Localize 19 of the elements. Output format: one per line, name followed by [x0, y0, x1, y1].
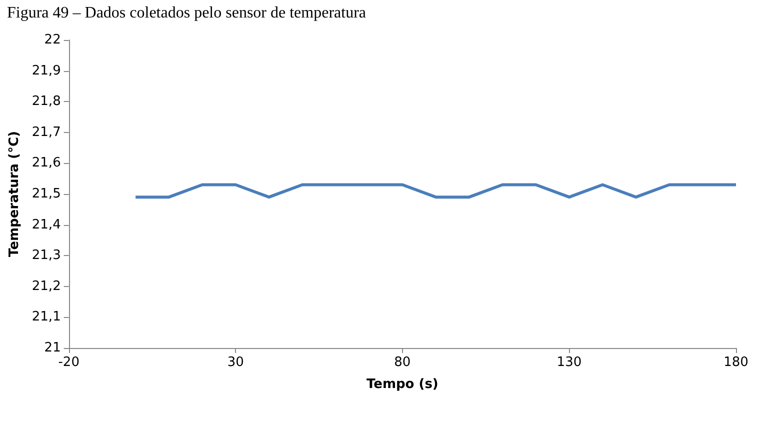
- y-tick-label: 21,8: [32, 94, 61, 110]
- x-tick-label: 30: [227, 355, 244, 370]
- y-tick-label: 21,2: [32, 278, 61, 294]
- y-tick-label: 21,6: [32, 156, 61, 171]
- y-axis-title: Temperatura (°C): [7, 131, 22, 257]
- x-tick-label: 130: [556, 355, 582, 370]
- y-tick-label: 22: [44, 32, 61, 48]
- x-tick-label: 180: [724, 355, 748, 370]
- x-tick-label: -20: [58, 355, 80, 370]
- x-axis-title: Tempo (s): [366, 377, 438, 392]
- y-tick-label: 21,9: [32, 63, 61, 78]
- y-tick-label: 21: [44, 340, 61, 356]
- y-tick-label: 21,1: [32, 310, 61, 325]
- x-tick-label: 80: [394, 355, 411, 370]
- y-tick-label: 21,3: [32, 248, 61, 264]
- y-tick-label: 21,5: [32, 186, 61, 202]
- chart-title: Figura 49 – Dados coletados pelo sensor de temperatura: [7, 4, 366, 22]
- y-tick-label: 21,4: [32, 217, 61, 232]
- y-tick-label: 21,7: [32, 124, 61, 140]
